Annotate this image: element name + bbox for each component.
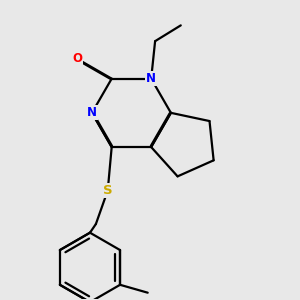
Text: N: N [87, 106, 97, 119]
Text: O: O [72, 52, 82, 65]
Text: N: N [146, 72, 156, 85]
Text: S: S [103, 184, 112, 197]
